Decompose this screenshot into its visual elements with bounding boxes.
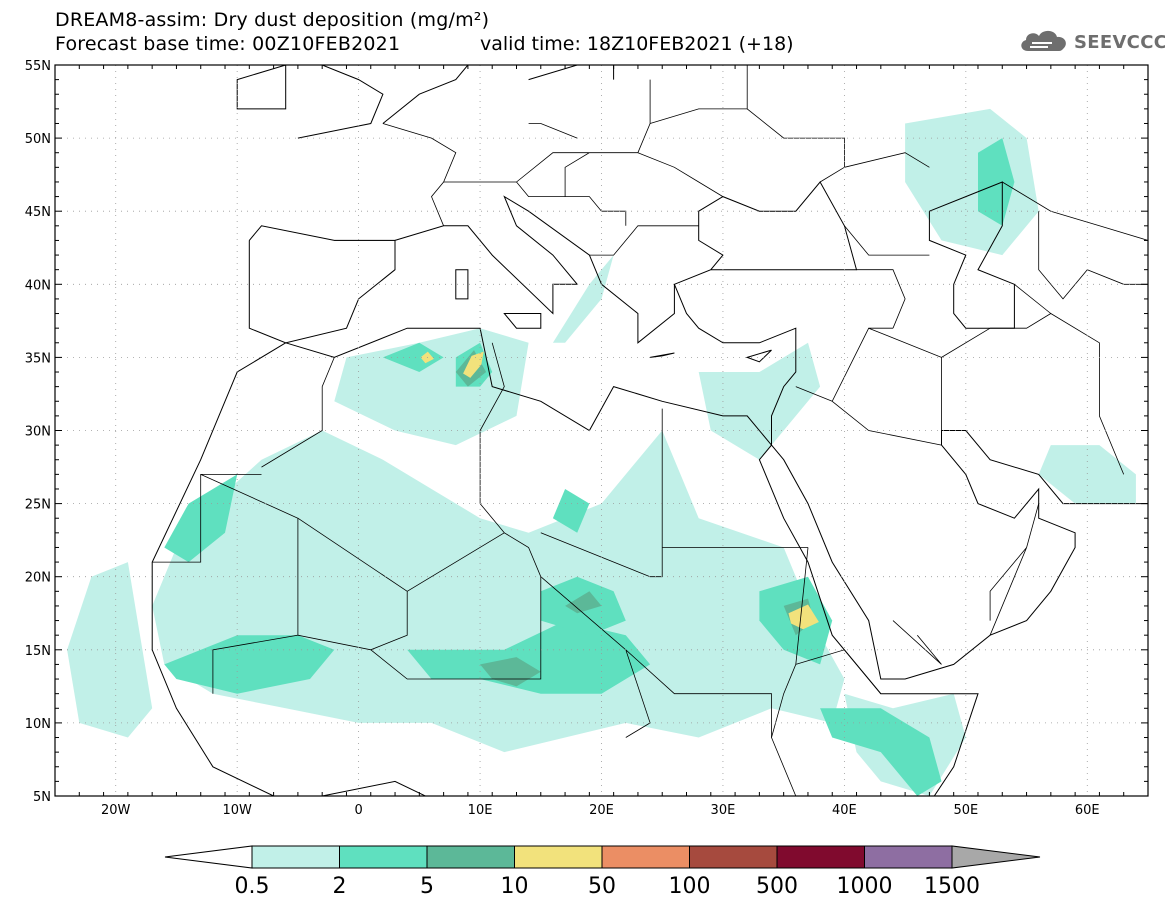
legend-label: 500 bbox=[756, 874, 798, 899]
lat-label: 15N bbox=[25, 644, 51, 659]
border-asia bbox=[844, 152, 1148, 314]
coastline-europe bbox=[394, 181, 858, 344]
lon-label: 10W bbox=[222, 803, 252, 818]
dust-region-level-0 bbox=[552, 255, 614, 343]
coastline-arabia bbox=[771, 430, 1148, 680]
valid-time: valid time: 18Z10FEB2021 (+18) bbox=[480, 33, 794, 55]
cloud-logo-icon bbox=[1018, 27, 1070, 57]
lon-label: 40E bbox=[832, 803, 857, 818]
logo-text: SEEVCCC bbox=[1074, 31, 1165, 53]
latitude-labels: 5N 10N 15N 20N 25N 30N 35N 40N 45N 50N 55N bbox=[25, 59, 51, 805]
dust-region-level-3 bbox=[463, 351, 484, 378]
dust-region-level-0 bbox=[1038, 445, 1136, 504]
legend-swatch bbox=[251, 845, 340, 869]
coastline-islands bbox=[455, 269, 772, 363]
lat-label: 30N bbox=[25, 425, 51, 440]
border-middle-east bbox=[795, 269, 1125, 665]
lat-label: 35N bbox=[25, 351, 51, 366]
map-title: DREAM8-assim: Dry dust deposition (mg/m²… bbox=[55, 9, 490, 31]
coastline-britain bbox=[236, 65, 384, 139]
lon-label: 60E bbox=[1075, 803, 1100, 818]
legend-label: 2 bbox=[333, 874, 347, 899]
legend-swatch bbox=[339, 845, 428, 869]
legend-swatch bbox=[864, 845, 953, 869]
axis-ticks bbox=[54, 64, 1149, 797]
dust-region-level-1 bbox=[552, 489, 590, 533]
legend-swatch bbox=[601, 845, 690, 869]
coastline-north-sea bbox=[382, 65, 615, 124]
border-libya-chad bbox=[479, 342, 808, 738]
lon-label: 20E bbox=[589, 803, 614, 818]
dust-region-level-1 bbox=[164, 635, 335, 694]
dust-region-level-0 bbox=[698, 342, 821, 460]
lon-label: 10E bbox=[468, 803, 493, 818]
legend-low-arrow bbox=[164, 845, 253, 869]
forecast-base-time: Forecast base time: 00Z10FEB2021 bbox=[55, 33, 401, 55]
legend-high-arrow bbox=[951, 845, 1041, 869]
lat-label: 25N bbox=[25, 498, 51, 513]
legend-label: 1000 bbox=[837, 874, 893, 899]
legend-label: 0.5 bbox=[235, 874, 270, 899]
legend-swatch bbox=[776, 845, 865, 869]
lon-label: 0 bbox=[354, 803, 362, 818]
lat-label: 10N bbox=[25, 717, 51, 732]
seevccc-logo: SEEVCCC bbox=[1018, 27, 1165, 57]
border-sudan-ethiopia bbox=[771, 547, 882, 796]
coastline-anatolia-levant bbox=[673, 284, 797, 446]
color-legend: 0.5 2 5 10 50 100 500 1000 1500 bbox=[164, 845, 1041, 899]
lat-label: 40N bbox=[25, 278, 51, 293]
dust-region-level-1 bbox=[820, 708, 942, 796]
dust-region-level-0 bbox=[152, 430, 845, 753]
dust-region-level-3 bbox=[788, 604, 819, 630]
legend-label: 10 bbox=[501, 874, 529, 899]
legend-swatch bbox=[514, 845, 603, 869]
legend-swatch bbox=[689, 845, 778, 869]
coastline-iberia bbox=[248, 225, 396, 344]
lon-label: 50E bbox=[953, 803, 978, 818]
legend-label: 100 bbox=[669, 874, 711, 899]
lon-label: 30E bbox=[711, 803, 736, 818]
border-mali-niger bbox=[297, 517, 542, 680]
dust-deposition-field bbox=[67, 108, 1136, 796]
dust-region-level-1 bbox=[978, 138, 1015, 226]
legend-label: 5 bbox=[420, 874, 434, 899]
lat-label: 5N bbox=[33, 790, 51, 805]
dust-region-level-2 bbox=[565, 591, 602, 614]
dust-region-level-1 bbox=[382, 342, 444, 372]
legend-swatch bbox=[426, 845, 515, 869]
lon-label: 20W bbox=[101, 803, 131, 818]
legend-label: 1500 bbox=[924, 874, 980, 899]
dust-region-level-0 bbox=[905, 108, 1039, 256]
border-europe bbox=[334, 65, 845, 256]
legend-label: 50 bbox=[588, 874, 616, 899]
longitude-labels: 20W 10W 0 10E 20E 30E 40E 50E 60E bbox=[101, 803, 1100, 818]
dust-region-level-1 bbox=[407, 620, 651, 694]
gridlines bbox=[55, 65, 1148, 796]
lat-label: 55N bbox=[25, 59, 51, 74]
lat-label: 20N bbox=[25, 571, 51, 586]
lat-label: 45N bbox=[25, 205, 51, 220]
lat-label: 50N bbox=[25, 132, 51, 147]
